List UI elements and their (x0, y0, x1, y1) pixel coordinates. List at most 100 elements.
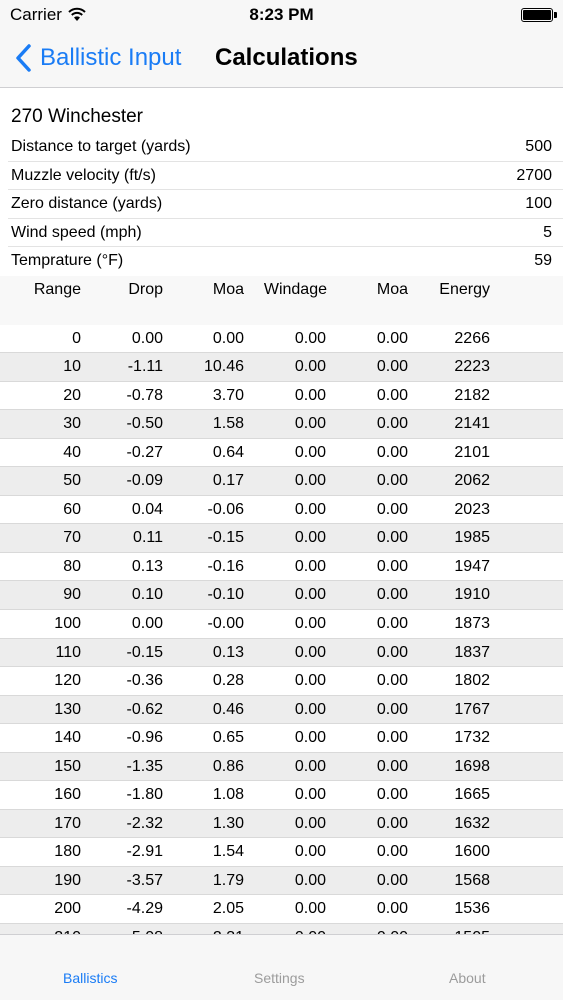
table-row: 180 -2.91 1.54 0.00 0.00 1600 (0, 838, 563, 867)
cell-drop: 0.10 (131, 586, 163, 604)
cell-drop: -1.11 (127, 358, 163, 376)
header-drop-moa: Moa (212, 280, 244, 298)
cell-windage: 0.00 (294, 415, 326, 433)
cell-range: 50 (63, 472, 81, 490)
calculations-view[interactable]: 270 Winchester Distance to target (yards… (0, 88, 563, 934)
table-row: 10 -1.11 10.46 0.00 0.00 2223 (0, 353, 563, 382)
cell-range: 80 (63, 557, 81, 575)
cell-windage: 0.00 (294, 586, 326, 604)
cell-range: 10 (63, 358, 81, 376)
cell-windage-moa: 0.00 (376, 500, 408, 518)
input-value: 500 (525, 138, 552, 155)
cell-windage-moa: 0.00 (376, 529, 408, 547)
page-title: Calculations (215, 44, 358, 71)
cell-windage-moa: 0.00 (376, 386, 408, 404)
header-range: Range (33, 280, 81, 298)
cell-windage-moa: 0.00 (376, 729, 408, 747)
cell-energy: 1767 (454, 700, 490, 718)
cell-drop-moa: 0.64 (212, 443, 244, 461)
cell-drop: -0.15 (126, 643, 163, 661)
table-row: 120 -0.36 0.28 0.00 0.00 1802 (0, 667, 563, 696)
input-value: 2700 (516, 166, 552, 184)
cell-energy: 1910 (454, 586, 490, 604)
cell-drop-moa: 0.46 (212, 700, 244, 718)
cell-windage: 0.00 (294, 786, 326, 804)
cell-drop: 0.00 (131, 614, 163, 632)
input-row: Distance to target (yards) 500 (8, 133, 563, 162)
cell-drop-moa: 3.70 (212, 386, 244, 404)
input-value: 100 (525, 195, 552, 212)
cell-drop: -0.36 (126, 672, 163, 690)
cell-drop-moa: 0.86 (212, 757, 244, 775)
cell-drop-moa: -0.00 (207, 614, 244, 632)
header-windage-moa: Moa (376, 280, 408, 298)
cell-energy: 1536 (454, 900, 490, 918)
cell-range: 200 (54, 900, 81, 918)
cell-windage: 0.00 (294, 814, 326, 832)
table-row: 160 -1.80 1.08 0.00 0.00 1665 (0, 781, 563, 810)
cell-range: 110 (55, 643, 81, 661)
tab-settings[interactable]: Settings (254, 970, 305, 986)
cell-windage: 0.00 (294, 900, 326, 918)
cell-windage-moa: 0.00 (376, 643, 408, 661)
cell-drop-moa: 1.54 (212, 843, 244, 861)
cell-energy: 2023 (454, 500, 490, 518)
cell-range: 40 (63, 443, 81, 461)
cell-drop: 0.13 (131, 557, 163, 575)
cell-energy: 1802 (454, 672, 490, 690)
cell-drop: -0.50 (126, 415, 163, 433)
cell-energy: 2141 (454, 415, 490, 433)
cell-energy: 1600 (454, 843, 490, 861)
status-bar: Carrier 8:23 PM (0, 0, 563, 30)
cell-energy: 1568 (454, 871, 490, 889)
cell-range: 170 (54, 814, 81, 832)
back-button[interactable]: Ballistic Input (14, 40, 181, 76)
header-drop: Drop (128, 280, 163, 298)
table-row: 60 0.04 -0.06 0.00 0.00 2023 (0, 496, 563, 525)
cell-energy: 1732 (454, 729, 490, 747)
cell-drop: -2.91 (126, 843, 163, 861)
cell-range: 130 (54, 700, 81, 718)
cell-windage: 0.00 (294, 700, 326, 718)
cell-drop: -2.32 (126, 814, 163, 832)
input-label: Muzzle velocity (ft/s) (11, 166, 156, 184)
cell-windage: 0.00 (294, 672, 326, 690)
cell-windage: 0.00 (294, 871, 326, 889)
cell-range: 150 (54, 757, 81, 775)
cell-windage: 0.00 (295, 929, 326, 934)
cell-energy: 1665 (454, 786, 490, 804)
cell-energy: 2101 (454, 443, 490, 461)
cell-windage: 0.00 (294, 757, 326, 775)
cell-drop: -0.09 (126, 472, 163, 490)
tab-about[interactable]: About (449, 970, 486, 986)
input-label: Wind speed (mph) (11, 223, 142, 241)
cell-drop: 0.00 (131, 329, 163, 347)
cell-windage-moa: 0.00 (376, 814, 408, 832)
cell-energy: 1985 (454, 529, 490, 547)
cell-range: 70 (63, 529, 81, 547)
cell-drop-moa: 0.28 (212, 672, 244, 690)
header-windage: Windage (263, 280, 327, 298)
table-row: 40 -0.27 0.64 0.00 0.00 2101 (0, 439, 563, 468)
tab-ballistics[interactable]: Ballistics (63, 970, 118, 986)
cell-windage: 0.00 (294, 557, 326, 575)
cell-windage-moa: 0.00 (376, 415, 408, 433)
cell-energy: 2182 (454, 386, 490, 404)
cell-windage: 0.00 (294, 386, 326, 404)
cell-drop-moa: 0.65 (212, 729, 244, 747)
table-row: 70 0.11 -0.15 0.00 0.00 1985 (0, 524, 563, 553)
cell-windage-moa: 0.00 (376, 757, 408, 775)
header-energy: Energy (439, 280, 490, 298)
cell-range: 0 (72, 329, 81, 347)
cell-windage-moa: 0.00 (376, 358, 408, 376)
cell-windage: 0.00 (294, 443, 326, 461)
cell-windage: 0.00 (294, 843, 326, 861)
cartridge-name: 270 Winchester (11, 106, 144, 127)
cell-energy: 1505 (454, 929, 490, 934)
cell-windage-moa: 0.00 (376, 871, 408, 889)
table-row: 210 -5.08 2.31 0.00 0.00 1505 (0, 923, 563, 934)
cell-energy: 1947 (454, 557, 490, 575)
cell-drop-moa: 0.17 (212, 472, 244, 490)
cell-energy: 1632 (454, 814, 490, 832)
input-label: Temprature (°F) (11, 252, 124, 269)
